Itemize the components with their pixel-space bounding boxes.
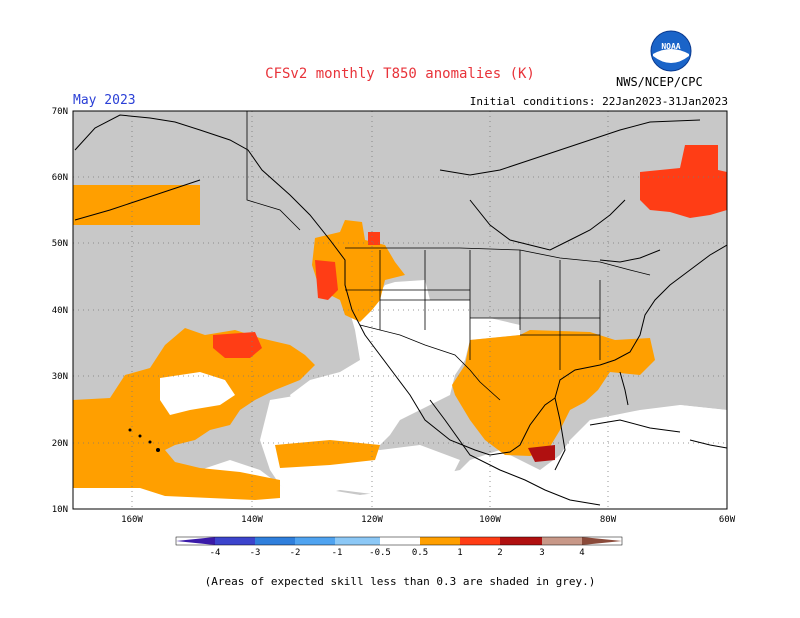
colorbar-arrow-right <box>582 537 622 545</box>
red-region-pacific <box>213 332 262 358</box>
lat-label: 10N <box>52 505 68 515</box>
map-background <box>73 111 727 509</box>
lat-label: 30N <box>52 372 68 382</box>
orange-region-pacific-south <box>275 440 380 468</box>
hawaii-islands <box>128 428 160 452</box>
colorbar-label: -1 <box>332 548 343 558</box>
colorbar-segment <box>420 537 460 545</box>
dark-red-region <box>528 445 555 462</box>
colorbar-label: -0.5 <box>369 548 391 558</box>
lat-label: 50N <box>52 239 68 249</box>
colorbar-label: -2 <box>290 548 301 558</box>
colorbar-label: 1 <box>457 548 462 558</box>
colorbar-label: -3 <box>250 548 261 558</box>
colorbar-segment <box>380 537 420 545</box>
colorbar-segment <box>500 537 542 545</box>
colorbar-label: -4 <box>210 548 221 558</box>
colorbar-segment <box>255 537 295 545</box>
lon-label: 60W <box>719 515 736 525</box>
map-frame <box>72 110 728 510</box>
country-borders <box>246 111 651 401</box>
white-region-caribbean <box>575 405 727 509</box>
lon-label: 100W <box>479 515 501 525</box>
colorbar-outline <box>175 536 623 546</box>
lon-label: 140W <box>241 515 263 525</box>
low-skill-grey-region <box>73 111 727 498</box>
lon-label: 80W <box>600 515 617 525</box>
lat-label: 20N <box>52 439 68 449</box>
colorbar-label: 3 <box>539 548 544 558</box>
colorbar-label: 4 <box>579 548 584 558</box>
red-region-bc <box>368 232 380 245</box>
graticule-grid <box>73 111 727 509</box>
colorbar-segment <box>295 537 335 545</box>
colorbar-segment <box>215 537 255 545</box>
red-region-labrador <box>640 145 727 218</box>
lon-label: 120W <box>361 515 383 525</box>
red-region-westcoast <box>315 260 338 300</box>
colorbar-segment <box>460 537 500 545</box>
initial-conditions: Initial conditions: 22Jan2023-31Jan2023 <box>469 95 728 108</box>
colorbar <box>175 536 623 546</box>
noaa-logo-text: NOAA <box>661 42 680 51</box>
orange-region-northwest <box>312 220 405 322</box>
lat-label: 40N <box>52 306 68 316</box>
lat-label: 60N <box>52 173 68 183</box>
agency-label: NWS/NCEP/CPC <box>616 75 703 89</box>
forecast-month: May 2023 <box>73 93 136 108</box>
map-title: CFSv2 monthly T850 anomalies (K) <box>265 66 535 82</box>
white-hole-pacific <box>160 372 235 415</box>
white-region-west <box>290 280 520 450</box>
colorbar-label: 2 <box>497 548 502 558</box>
colorbar-segment <box>542 537 582 545</box>
footer-note: (Areas of expected skill less than 0.3 a… <box>204 575 596 588</box>
orange-region-southeast <box>452 330 655 456</box>
lat-label: 70N <box>52 107 68 117</box>
white-region-south2 <box>280 490 600 509</box>
orange-region-pacific-west <box>73 328 315 500</box>
colorbar-segment <box>335 537 380 545</box>
coastlines <box>74 114 727 506</box>
noaa-logo-icon: NOAA <box>650 30 692 72</box>
orange-region-alaska <box>73 185 200 225</box>
lon-label: 160W <box>121 515 143 525</box>
colorbar-label: 0.5 <box>412 548 428 558</box>
colorbar-arrow-left <box>176 537 215 545</box>
white-region-ocean <box>260 395 460 500</box>
white-region-south <box>73 488 160 509</box>
